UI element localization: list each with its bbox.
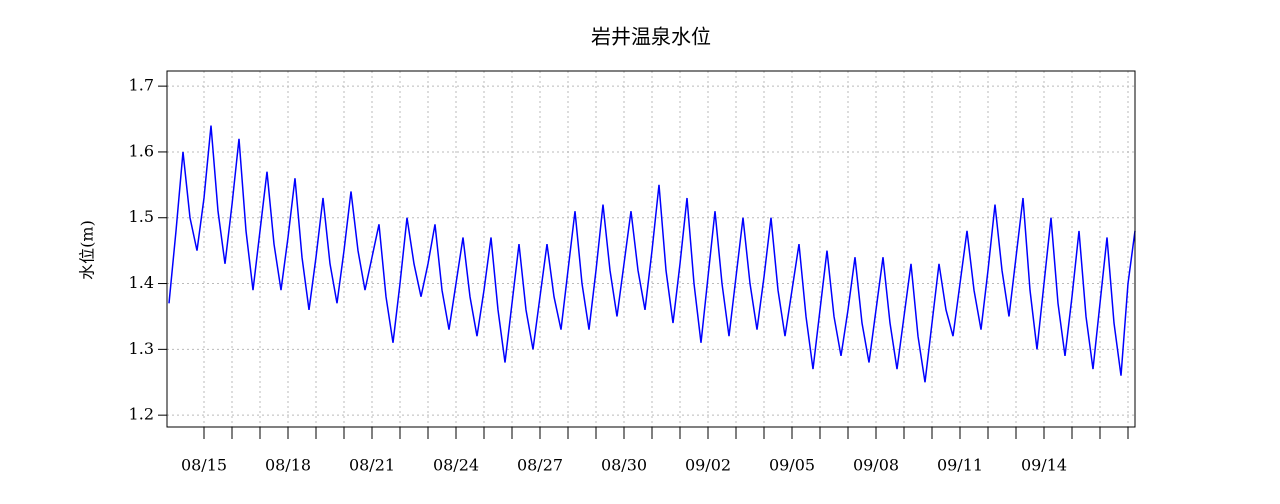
y-tick-label: 1.3 — [129, 339, 154, 358]
y-tick-label: 1.4 — [129, 273, 154, 292]
x-tick-label: 08/27 — [517, 456, 563, 475]
x-tick-label: 09/08 — [853, 456, 899, 475]
x-tick-label: 09/11 — [937, 456, 983, 475]
x-tick-label: 08/30 — [601, 456, 647, 475]
x-tick-label: 08/24 — [433, 456, 479, 475]
y-tick-label: 1.7 — [129, 76, 154, 95]
y-tick-label: 1.2 — [129, 405, 154, 424]
x-tick-label: 09/14 — [1021, 456, 1067, 475]
x-tick-label: 08/18 — [265, 456, 311, 475]
x-tick-label: 09/05 — [769, 456, 815, 475]
data-line — [168, 125, 1136, 383]
x-tick-label: 08/15 — [181, 456, 227, 475]
y-axis-label: 水位(m) — [78, 220, 97, 280]
y-tick-label: 1.6 — [129, 141, 154, 160]
plot-frame — [166, 70, 1136, 428]
x-tick-label: 09/02 — [685, 456, 731, 475]
chart-title: 岩井温泉水位 — [591, 25, 711, 49]
x-tick-label: 08/21 — [349, 456, 395, 475]
y-tick-label: 1.5 — [129, 207, 154, 226]
